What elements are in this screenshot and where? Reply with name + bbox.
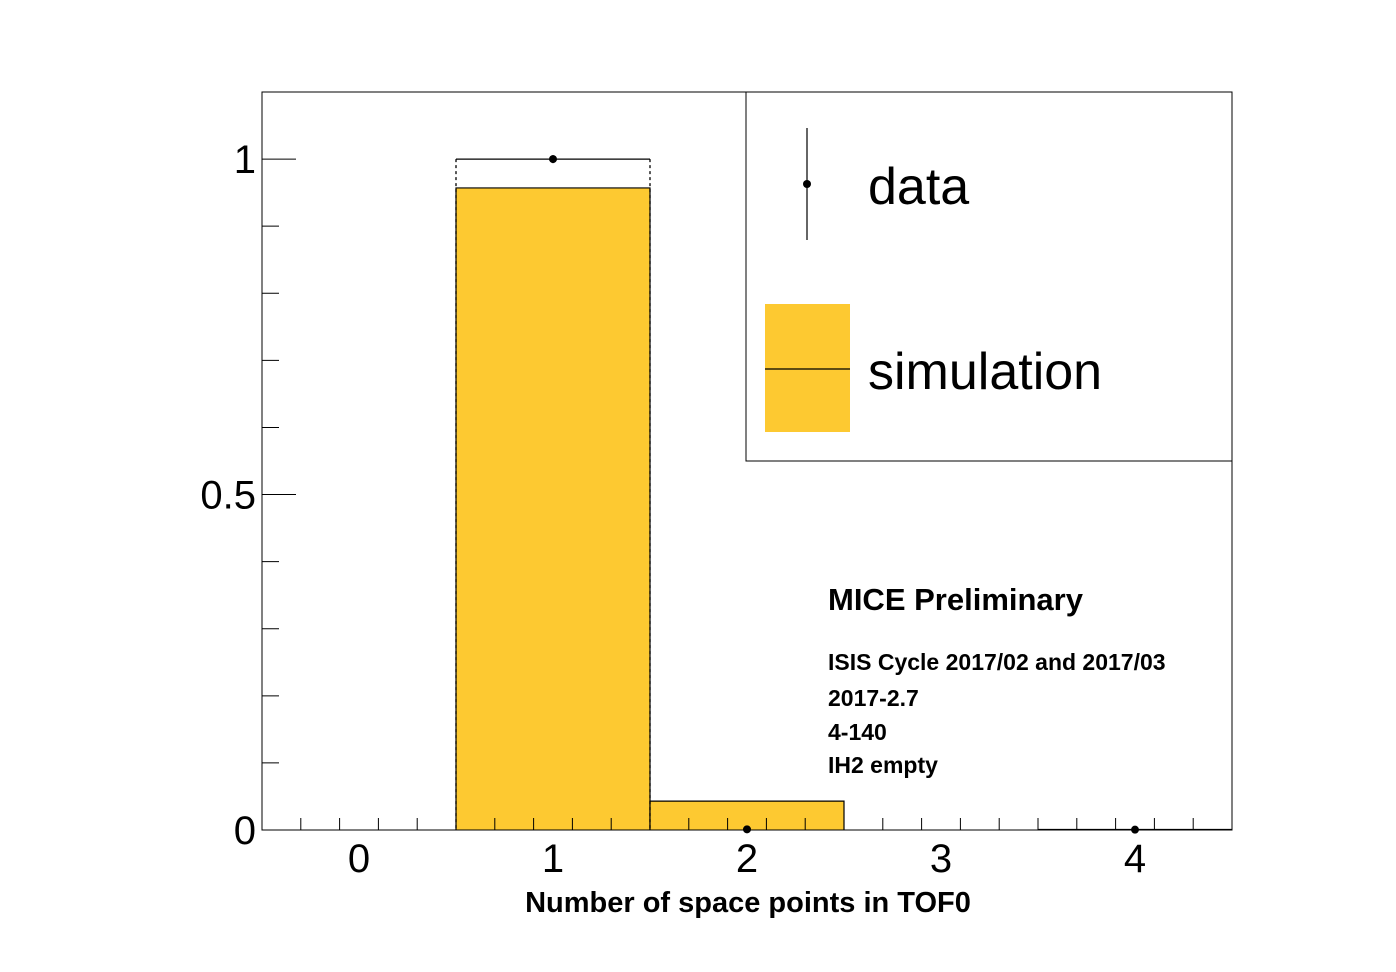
annotation-line-1: ISIS Cycle 2017/02 and 2017/03 bbox=[828, 649, 1166, 675]
data-points bbox=[455, 155, 1139, 834]
annotation-block: MICE Preliminary ISIS Cycle 2017/02 and … bbox=[828, 582, 1166, 778]
data-marker bbox=[549, 155, 557, 164]
data-point-1 bbox=[455, 155, 651, 830]
annotation-title: MICE Preliminary bbox=[828, 582, 1084, 617]
legend-simulation-swatch bbox=[765, 304, 850, 432]
annotation-line-4: IH2 empty bbox=[828, 752, 938, 778]
simulation-bar-1 bbox=[456, 187, 650, 830]
annotation-line-3: 4-140 bbox=[828, 719, 887, 745]
x-tick-label: 3 bbox=[930, 837, 952, 881]
legend-data-label: data bbox=[868, 158, 969, 216]
simulation-bar-2 bbox=[650, 801, 844, 830]
axes: 0 0.5 1 0 1 2 3 4 bbox=[200, 138, 1233, 881]
legend-simulation-label: simulation bbox=[868, 343, 1102, 401]
legend: data simulation bbox=[745, 91, 1233, 462]
y-tick-label: 1 bbox=[234, 138, 256, 182]
y-tick-label: 0 bbox=[234, 809, 256, 853]
legend-data-marker bbox=[803, 128, 811, 240]
x-tick-label: 2 bbox=[736, 837, 758, 881]
data-marker bbox=[743, 825, 751, 834]
x-tick-label: 0 bbox=[348, 837, 370, 881]
annotation-line-2: 2017-2.7 bbox=[828, 685, 919, 711]
simulation-bars bbox=[455, 187, 1232, 830]
x-tick-label: 1 bbox=[542, 837, 564, 881]
data-point-2 bbox=[743, 825, 751, 834]
x-axis-label: Number of space points in TOF0 bbox=[525, 887, 971, 919]
y-tick-label: 0.5 bbox=[200, 474, 256, 518]
x-tick-label: 4 bbox=[1124, 837, 1146, 881]
